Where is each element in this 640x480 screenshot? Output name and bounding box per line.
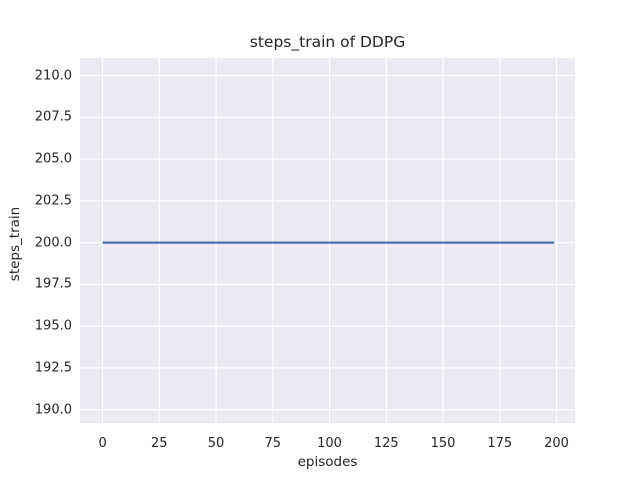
chart-title: steps_train of DDPG <box>249 33 406 51</box>
x-axis-label: episodes <box>297 454 358 470</box>
y-axis-label: steps_train <box>7 206 23 282</box>
axes-background <box>80 58 575 423</box>
